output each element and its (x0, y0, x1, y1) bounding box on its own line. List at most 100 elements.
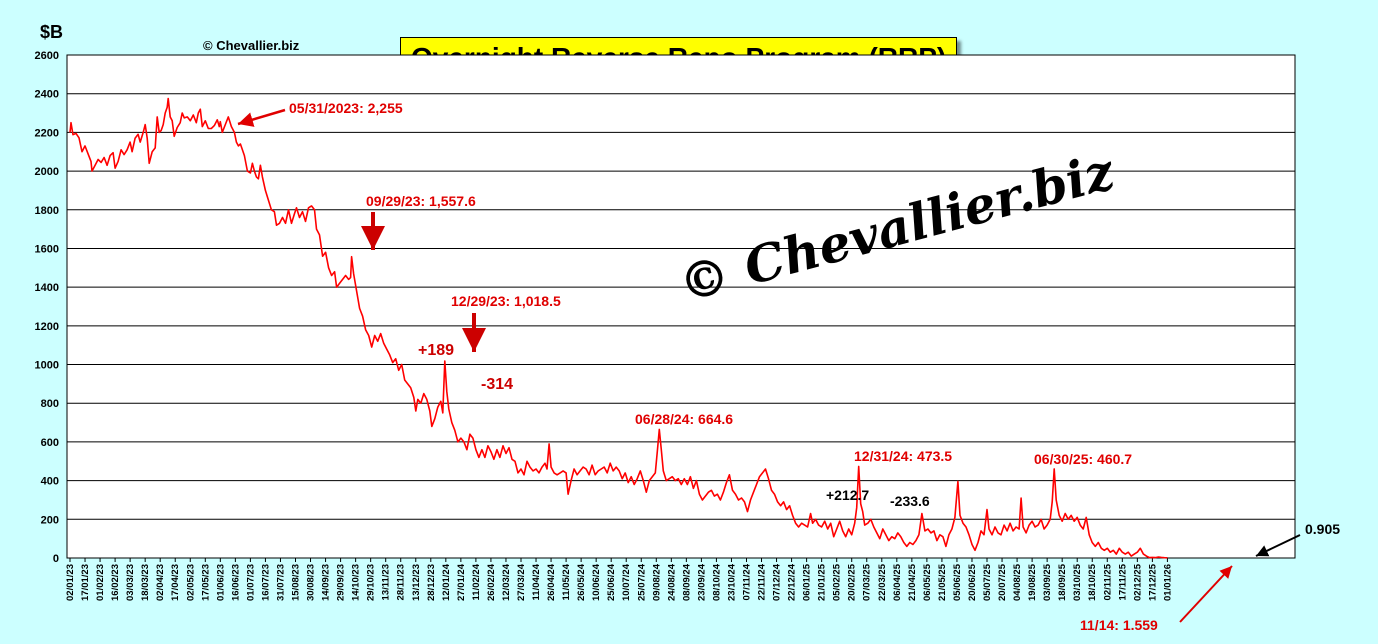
x-tick-label: 25/07/24 (636, 563, 647, 601)
x-axis: 02/01/23 17/01/23 01/02/23 16/02/23 03/03/23… (65, 558, 1173, 601)
x-tick-label: 27/01/24 (456, 563, 467, 601)
x-tick-label: 01/02/23 (95, 564, 106, 601)
x-tick-label: 15/08/23 (290, 564, 301, 601)
annotation-plus-189: +189 (418, 342, 454, 359)
x-tick-label: 22/03/25 (877, 563, 888, 601)
x-tick-label: 18/09/25 (1057, 563, 1068, 601)
y-tick-label: 0 (53, 553, 59, 565)
x-tick-label: 18/03/23 (140, 564, 151, 601)
annotation-2024-06-28: 06/28/24: 664.6 (635, 411, 733, 427)
x-tick-label: 02/12/25 (1132, 563, 1143, 601)
x-tick-label: 12/01/24 (441, 563, 452, 601)
annotation-2025-11-14: 11/14: 1.559 (1080, 617, 1158, 633)
x-tick-label: 06/05/25 (922, 563, 933, 601)
y-tick-label: 2600 (35, 50, 59, 62)
x-tick-label: 07/12/24 (772, 563, 783, 601)
x-tick-label: 08/09/24 (681, 563, 692, 601)
y-tick-label: 600 (41, 437, 59, 449)
x-tick-label: 28/11/23 (396, 564, 407, 600)
y-axis-unit-label: $B (40, 22, 64, 42)
x-tick-label: 07/11/24 (741, 563, 752, 600)
x-tick-label: 12/03/24 (501, 563, 512, 601)
x-tick-label: 11/05/24 (561, 563, 572, 600)
x-tick-label: 07/03/25 (862, 563, 873, 601)
x-tick-label: 30/08/23 (306, 564, 317, 601)
x-tick-label: 22/11/24 (757, 563, 768, 600)
y-tick-label: 1200 (35, 321, 59, 333)
copyright-text: © Chevallier.biz (203, 38, 300, 53)
annotation-arrow-2025-11-14 (1179, 565, 1233, 623)
annotation-2023-09-29: 09/29/23: 1,557.6 (366, 193, 476, 209)
annotation-2025-06-30: 06/30/25: 460.7 (1034, 451, 1132, 467)
x-tick-label: 01/01/26 (1162, 564, 1173, 601)
x-tick-label: 25/06/24 (606, 563, 617, 601)
x-tick-label: 02/04/23 (155, 564, 166, 601)
x-tick-label: 06/04/25 (892, 563, 903, 601)
y-tick-label: 2400 (35, 89, 59, 101)
annotation-plus-212-7: +212.7 (826, 487, 869, 503)
x-tick-label: 23/09/24 (696, 563, 707, 601)
x-tick-label: 17/04/23 (170, 564, 181, 601)
x-tick-label: 11/04/24 (531, 563, 542, 600)
x-tick-label: 26/05/24 (576, 563, 587, 601)
x-tick-label: 21/05/25 (937, 563, 948, 601)
x-tick-label: 03/10/25 (1072, 563, 1083, 601)
x-tick-label: 13/12/23 (411, 564, 422, 601)
x-tick-label: 19/08/25 (1027, 563, 1038, 601)
x-tick-label: 05/02/25 (832, 563, 843, 601)
x-tick-label: 17/11/25 (1117, 563, 1128, 600)
annotation-2023-12-29: 12/29/23: 1,018.5 (451, 293, 561, 309)
x-tick-label: 16/06/23 (230, 564, 241, 601)
y-tick-label: 200 (41, 514, 59, 526)
x-tick-label: 16/02/23 (110, 564, 121, 601)
x-tick-label: 16/07/23 (260, 564, 271, 601)
x-tick-label: 31/07/23 (275, 564, 286, 601)
x-tick-label: 05/07/25 (982, 563, 993, 601)
x-tick-label: 02/01/23 (65, 564, 76, 601)
plot-area (66, 54, 1296, 559)
x-tick-label: 18/10/25 (1087, 563, 1098, 601)
x-tick-label: 27/03/24 (516, 563, 527, 601)
y-tick-label: 1800 (35, 205, 59, 217)
x-tick-label: 02/11/25 (1102, 563, 1113, 600)
x-tick-label: 06/01/25 (802, 563, 813, 601)
x-tick-label: 01/07/23 (245, 564, 256, 601)
x-tick-label: 10/06/24 (591, 563, 602, 601)
annotation-2024-12-31: 12/31/24: 473.5 (854, 448, 952, 464)
x-tick-label: 17/05/23 (200, 564, 211, 601)
x-tick-label: 20/07/25 (997, 563, 1008, 601)
rrp-series-line (69, 97, 1168, 559)
x-tick-label: 09/08/24 (651, 563, 662, 601)
x-tick-label: 21/04/25 (907, 563, 918, 601)
x-tick-label: 05/06/25 (952, 563, 963, 601)
x-tick-label: 11/02/24 (471, 563, 482, 600)
y-axis: 0 200 400 600 800 1000 1200 1400 1600 1800 2000 220… (35, 50, 59, 565)
x-tick-label: 13/11/23 (381, 564, 392, 600)
annotation-2023-05-31: 05/31/2023: 2,255 (289, 100, 403, 116)
x-tick-label: 21/01/25 (817, 563, 828, 601)
y-tick-label: 400 (41, 476, 59, 488)
x-tick-label: 29/10/23 (366, 564, 377, 601)
y-tick-label: 2200 (35, 127, 59, 139)
annotation-end-value: 0.905 (1305, 521, 1340, 537)
annotation-arrow-end-value (1255, 534, 1301, 557)
x-tick-label: 14/10/23 (351, 564, 362, 601)
annotation-arrow-2023-05-31 (237, 108, 286, 127)
x-tick-label: 28/12/23 (426, 564, 437, 601)
x-tick-label: 29/09/23 (336, 564, 347, 601)
x-tick-label: 17/12/25 (1147, 563, 1158, 601)
y-tick-label: 800 (41, 398, 59, 410)
annotation-minus-314: -314 (481, 376, 513, 393)
x-tick-label: 08/10/24 (711, 563, 722, 601)
x-tick-label: 14/09/23 (321, 564, 332, 601)
annotation-minus-233-6: -233.6 (890, 493, 930, 509)
x-tick-label: 20/02/25 (847, 563, 858, 601)
x-tick-label: 26/04/24 (546, 563, 557, 601)
x-tick-label: 26/02/24 (486, 563, 497, 601)
x-tick-label: 10/07/24 (621, 563, 632, 601)
y-tick-label: 1400 (35, 282, 59, 294)
y-tick-label: 1000 (35, 360, 59, 372)
y-tick-label: 2000 (35, 166, 59, 178)
x-tick-label: 20/06/25 (967, 563, 978, 601)
